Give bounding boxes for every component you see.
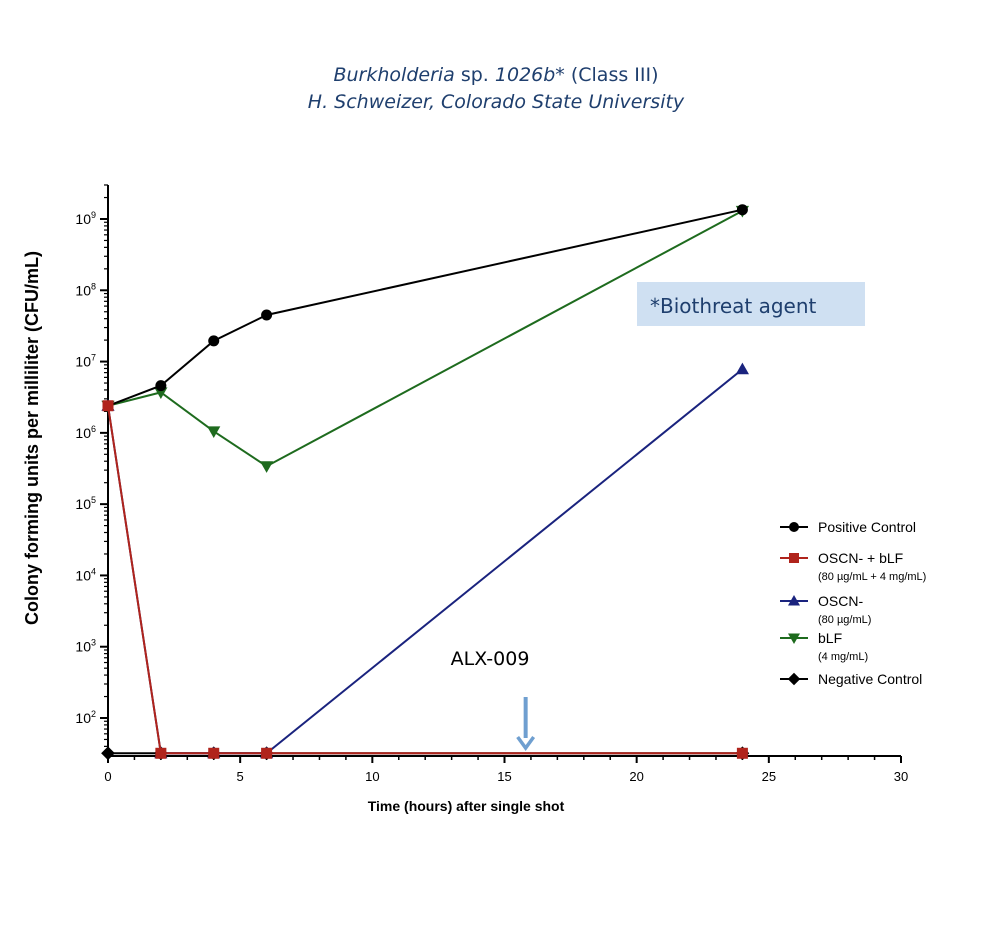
y-tick-label: 104 — [75, 566, 96, 583]
series-1 — [102, 204, 748, 412]
y-tick-label: 103 — [75, 638, 96, 655]
legend-label: Positive Control — [818, 519, 916, 535]
data-point — [261, 747, 273, 759]
data-point — [155, 747, 167, 759]
chart-title: Burkholderia sp. 1026b* (Class III) H. S… — [0, 62, 992, 116]
annotation: ALX-009 — [451, 648, 536, 751]
y-tick-label: 105 — [75, 495, 96, 512]
legend-label: Negative Control — [818, 671, 922, 687]
legend-label: OSCN- + bLF — [818, 550, 903, 566]
y-tick-label: 109 — [75, 210, 96, 227]
legend-marker — [787, 672, 801, 686]
data-point — [208, 747, 220, 759]
legend-label: bLF — [818, 630, 842, 646]
y-tick-label: 108 — [75, 281, 96, 298]
data-point — [736, 747, 748, 759]
data-point — [207, 426, 221, 438]
series-line — [107, 368, 744, 755]
x-tick-label: 0 — [104, 769, 111, 784]
legend-note: (4 mg/mL) — [818, 651, 868, 663]
legend-marker — [788, 633, 800, 644]
x-tick-label: 5 — [237, 769, 244, 784]
legend-marker — [789, 522, 799, 532]
y-axis-title: Colony forming units per milliliter (CFU… — [22, 251, 42, 625]
x-tick-label: 10 — [365, 769, 379, 784]
series-layer — [101, 204, 750, 761]
callout: *Biothreat agent — [637, 282, 865, 326]
data-point — [102, 400, 114, 412]
y-tick-label: 102 — [75, 709, 96, 726]
data-point — [208, 335, 220, 347]
data-point — [260, 461, 274, 473]
y-tick-label: 106 — [75, 424, 96, 441]
legend-item-4: bLF (4 mg/mL) — [780, 630, 868, 663]
series-2 — [102, 400, 748, 759]
data-point — [154, 387, 168, 399]
callout-text: *Biothreat agent — [650, 294, 817, 318]
legend-item-1: Positive Control — [780, 519, 916, 535]
title-genus: Burkholderia — [333, 64, 455, 86]
x-tick-label: 20 — [629, 769, 643, 784]
title-strain: 1026b* — [494, 64, 565, 86]
x-tick-label: 15 — [497, 769, 511, 784]
legend: Positive Control OSCN- + bLF (80 µg/mL + 4… — [780, 519, 926, 687]
title-line-2: H. Schweizer, Colorado State University — [307, 91, 685, 113]
x-axis-title: Time (hours) after single shot — [368, 798, 565, 814]
legend-item-3: OSCN- (80 µg/mL) — [780, 593, 871, 626]
legend-note: (80 µg/mL) — [818, 614, 871, 626]
series-4 — [101, 205, 749, 473]
legend-marker — [788, 595, 800, 606]
title-class: (Class III) — [564, 64, 659, 86]
annotation-arrow-head — [516, 735, 536, 751]
title-sp: sp. — [454, 64, 495, 86]
series-3 — [101, 362, 749, 759]
data-point — [261, 309, 273, 321]
data-point — [736, 204, 748, 216]
legend-item-5: Negative Control — [780, 671, 922, 687]
data-point — [101, 746, 115, 761]
callout-box — [637, 282, 865, 326]
title-line-1: Burkholderia sp. 1026b* (Class III) — [0, 62, 992, 89]
legend-marker — [789, 553, 799, 563]
annotation-label: ALX-009 — [451, 648, 530, 670]
legend-note: (80 µg/mL + 4 mg/mL) — [818, 571, 926, 583]
data-point — [155, 380, 167, 392]
data-point — [735, 362, 749, 375]
x-tick-label: 30 — [894, 769, 908, 784]
legend-label: OSCN- — [818, 593, 863, 609]
legend-item-2: OSCN- + bLF (80 µg/mL + 4 mg/mL) — [780, 550, 926, 583]
series-line — [107, 209, 743, 468]
series-line — [107, 405, 743, 755]
y-tick-label: 107 — [75, 353, 96, 370]
x-tick-label: 25 — [762, 769, 776, 784]
axes: 0 5 10 15 20 25 30 102 103 104 105 106 107 108 109 — [75, 184, 908, 784]
